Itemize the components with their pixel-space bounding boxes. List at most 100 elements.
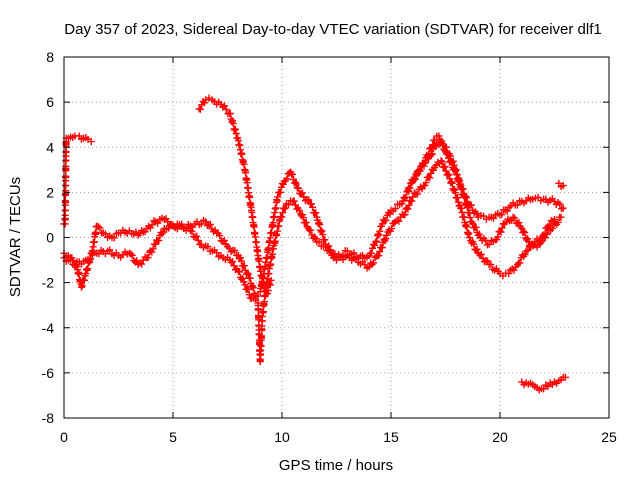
data-point [316,221,324,229]
data-point [480,258,488,266]
data-point [378,243,386,251]
data-point [484,257,492,265]
data-point [372,238,380,246]
data-point [451,189,459,197]
data-point [231,247,239,255]
data-point [438,158,446,166]
data-point [449,157,457,165]
data-point [410,189,418,197]
data-point [559,204,567,212]
data-point [446,152,454,160]
data-point [405,201,413,209]
data-point [309,203,317,211]
data-point [509,213,517,221]
data-point [305,196,313,204]
y-tick-label: 2 [46,184,54,200]
data-point [487,260,495,268]
data-point [521,250,529,258]
data-point [468,218,476,226]
data-point [524,246,532,254]
data-point [110,234,118,242]
data-point [67,256,75,264]
data-point [516,259,524,267]
data-point [473,245,481,253]
data-point [370,259,378,267]
data-point [454,194,462,202]
data-point [206,220,214,228]
data-point [469,219,477,227]
data-point [540,385,548,393]
data-point [209,228,217,236]
data-point [435,132,443,140]
y-tick-label: -4 [42,320,55,336]
data-point [511,214,519,222]
data-point [476,251,484,259]
data-point [280,205,288,213]
y-tick-label: -6 [42,365,55,381]
data-point [240,262,248,270]
data-point [437,157,445,165]
data-point [489,214,497,222]
data-point [447,178,455,186]
data-point [254,292,262,300]
data-point [331,252,339,260]
data-point [298,189,306,197]
axes: 0 5 10 15 20 25 -8 -6 -4 -2 0 2 4 6 8 [42,49,617,445]
y-tick-label: 0 [46,230,54,246]
x-tick-label: 15 [383,429,399,445]
data-point [266,281,274,289]
data-point [78,282,86,290]
data-point [290,197,298,205]
data-point [186,227,194,235]
data-point [541,229,549,237]
data-point [312,234,320,242]
data-point [243,269,251,277]
data-point [239,274,247,282]
data-point [274,193,282,201]
data-point [240,278,248,286]
data-point [244,286,252,294]
data-point [307,200,315,208]
data-point [551,215,558,223]
data-point [283,175,291,183]
data-point [441,163,449,171]
data-point [420,162,428,170]
data-point [465,209,473,217]
data-point [383,231,391,239]
data-point [472,223,480,231]
data-point [196,105,204,113]
data-point [376,248,384,256]
data-point [368,260,376,268]
data-point [515,219,523,227]
data-point [295,184,303,192]
data-point [465,234,473,241]
data-point [249,284,257,292]
data-point [285,201,293,209]
data-point [463,203,471,211]
data-point [144,253,152,261]
data-point [312,209,320,217]
data-point [188,228,196,236]
x-tick-label: 10 [274,429,290,445]
data-point [101,230,109,238]
data-points [60,94,569,394]
data-point [220,237,228,245]
data-point [216,232,224,240]
data-point [521,229,529,237]
data-point [106,246,114,254]
data-point [414,170,422,178]
data-point [193,232,201,240]
data-point [409,177,417,185]
grid [64,57,609,418]
data-point [460,194,468,202]
data-point [413,190,421,198]
y-tick-label: -2 [42,275,55,291]
data-point [477,250,485,258]
y-tick-label: 6 [46,94,54,110]
data-point [314,220,322,228]
data-point [72,261,80,269]
data-point [498,224,506,232]
data-point [556,200,564,208]
data-point [267,276,275,284]
data-point [227,258,235,266]
